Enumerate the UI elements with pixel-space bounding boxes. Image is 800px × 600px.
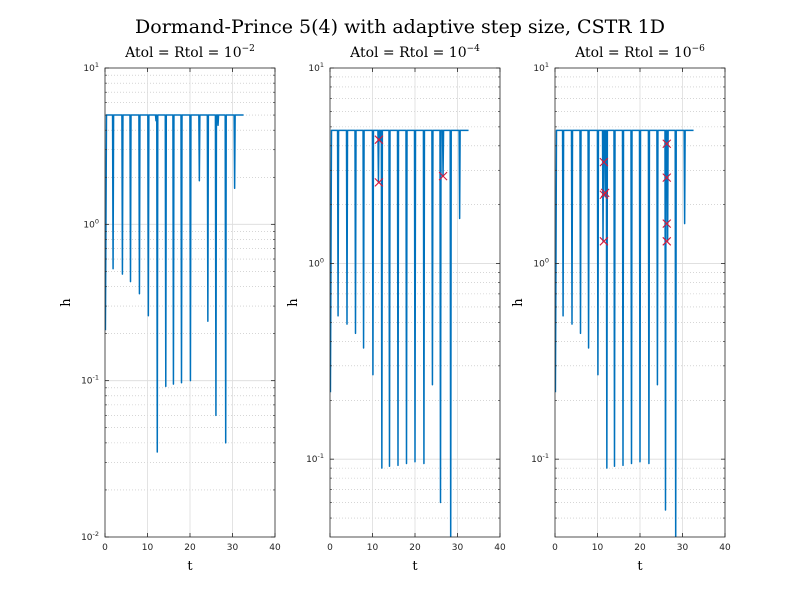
step-size-line (105, 114, 244, 453)
x-tick-label: 0 (327, 543, 333, 553)
x-tick-label: 40 (494, 543, 506, 553)
x-tick-label: 10 (142, 543, 154, 553)
plot-area (330, 129, 469, 537)
x-tick-label: 10 (367, 543, 379, 553)
x-tick-label: 20 (634, 543, 646, 553)
subplot-title: Atol = Rtol = 10−6 (574, 44, 705, 61)
x-axis-label: t (412, 559, 418, 574)
y-axis-label: h (286, 298, 301, 307)
x-tick-label: 10 (592, 543, 604, 553)
x-tick-label: 20 (184, 543, 196, 553)
subplot-title-base: Atol = Rtol = 10 (124, 45, 242, 61)
rejected-step-marker (662, 236, 672, 246)
step-size-line (555, 129, 694, 537)
plot-area (105, 114, 244, 453)
x-tick-label: 0 (552, 543, 558, 553)
step-size-line (330, 129, 469, 537)
y-tick-label-exponent: -2 (93, 530, 99, 538)
x-tick-label: 30 (677, 543, 689, 553)
x-tick-label: 40 (719, 543, 731, 553)
y-tick-label-exponent: 1 (545, 61, 549, 69)
y-tick-label-base: 10 (306, 455, 318, 465)
subplot-title-base: Atol = Rtol = 10 (349, 45, 467, 61)
y-tick-label-exponent: -1 (318, 452, 324, 460)
marker-stroke (662, 236, 672, 246)
x-tick-label: 30 (452, 543, 464, 553)
y-tick-label: 100 (533, 257, 549, 270)
y-axis-label: h (59, 298, 74, 307)
y-tick-label-base: 10 (533, 64, 545, 74)
y-tick-label-exponent: -1 (543, 452, 549, 460)
subplot-title-exponent: −6 (692, 44, 706, 54)
y-tick-label: 100 (308, 257, 324, 270)
y-tick-label: 101 (308, 61, 324, 74)
y-tick-label-base: 10 (81, 533, 93, 543)
marker-stroke (374, 135, 384, 145)
y-tick-label: 10-1 (531, 452, 549, 465)
rejected-step-marker (438, 171, 448, 181)
rejected-step-marker (374, 178, 384, 187)
x-tick-label: 0 (102, 543, 108, 553)
subplot-title-base: Atol = Rtol = 10 (574, 45, 692, 61)
y-tick-label-exponent: 0 (545, 257, 549, 265)
x-tick-label: 20 (409, 543, 421, 553)
y-tick-label-base: 10 (531, 455, 543, 465)
subplot-title-exponent: −2 (242, 44, 255, 54)
y-tick-label-exponent: 0 (95, 217, 99, 225)
x-tick-label: 30 (227, 543, 239, 553)
y-tick-label: 101 (83, 61, 99, 74)
y-tick-label-base: 10 (308, 64, 320, 74)
y-tick-label: 10-1 (306, 452, 324, 465)
rejected-step-marker (600, 188, 610, 198)
rejected-step-marker (662, 139, 672, 149)
x-tick-label: 40 (269, 543, 281, 553)
subplot-title-exponent: −4 (467, 44, 481, 54)
x-axis-label: t (187, 559, 193, 574)
marker-stroke (662, 219, 672, 229)
y-tick-label: 101 (533, 61, 549, 74)
rejected-step-marker (662, 219, 672, 229)
figure-title: Dormand-Prince 5(4) with adaptive step s… (135, 16, 665, 38)
y-tick-label-base: 10 (83, 220, 95, 230)
marker-stroke (662, 173, 672, 183)
marker-stroke (374, 178, 384, 187)
y-tick-label-base: 10 (83, 64, 95, 74)
y-tick-label-exponent: 1 (95, 61, 99, 69)
marker-stroke (599, 157, 609, 167)
y-tick-label-base: 10 (533, 260, 545, 270)
rejected-step-marker (374, 135, 384, 145)
y-tick-label-base: 10 (81, 377, 93, 387)
y-tick-label-exponent: 1 (320, 61, 324, 69)
rejected-step-marker (599, 157, 609, 167)
plot-area (555, 129, 694, 537)
marker-stroke (438, 171, 448, 181)
y-axis-label: h (511, 298, 526, 307)
marker-stroke (662, 139, 672, 149)
x-axis-label: t (637, 559, 643, 574)
subplot-title: Atol = Rtol = 10−4 (349, 44, 480, 61)
y-tick-label: 10-1 (81, 374, 99, 387)
subplot-title: Atol = Rtol = 10−2 (124, 44, 255, 61)
marker-stroke (599, 236, 609, 246)
marker-stroke (600, 188, 610, 198)
y-tick-label-exponent: 0 (320, 257, 324, 265)
y-tick-label-base: 10 (308, 260, 320, 270)
y-tick-label: 100 (83, 217, 99, 230)
rejected-step-marker (662, 173, 672, 183)
y-tick-label: 10-2 (81, 530, 99, 543)
rejected-step-marker (599, 236, 609, 246)
y-tick-label-exponent: -1 (93, 374, 99, 382)
